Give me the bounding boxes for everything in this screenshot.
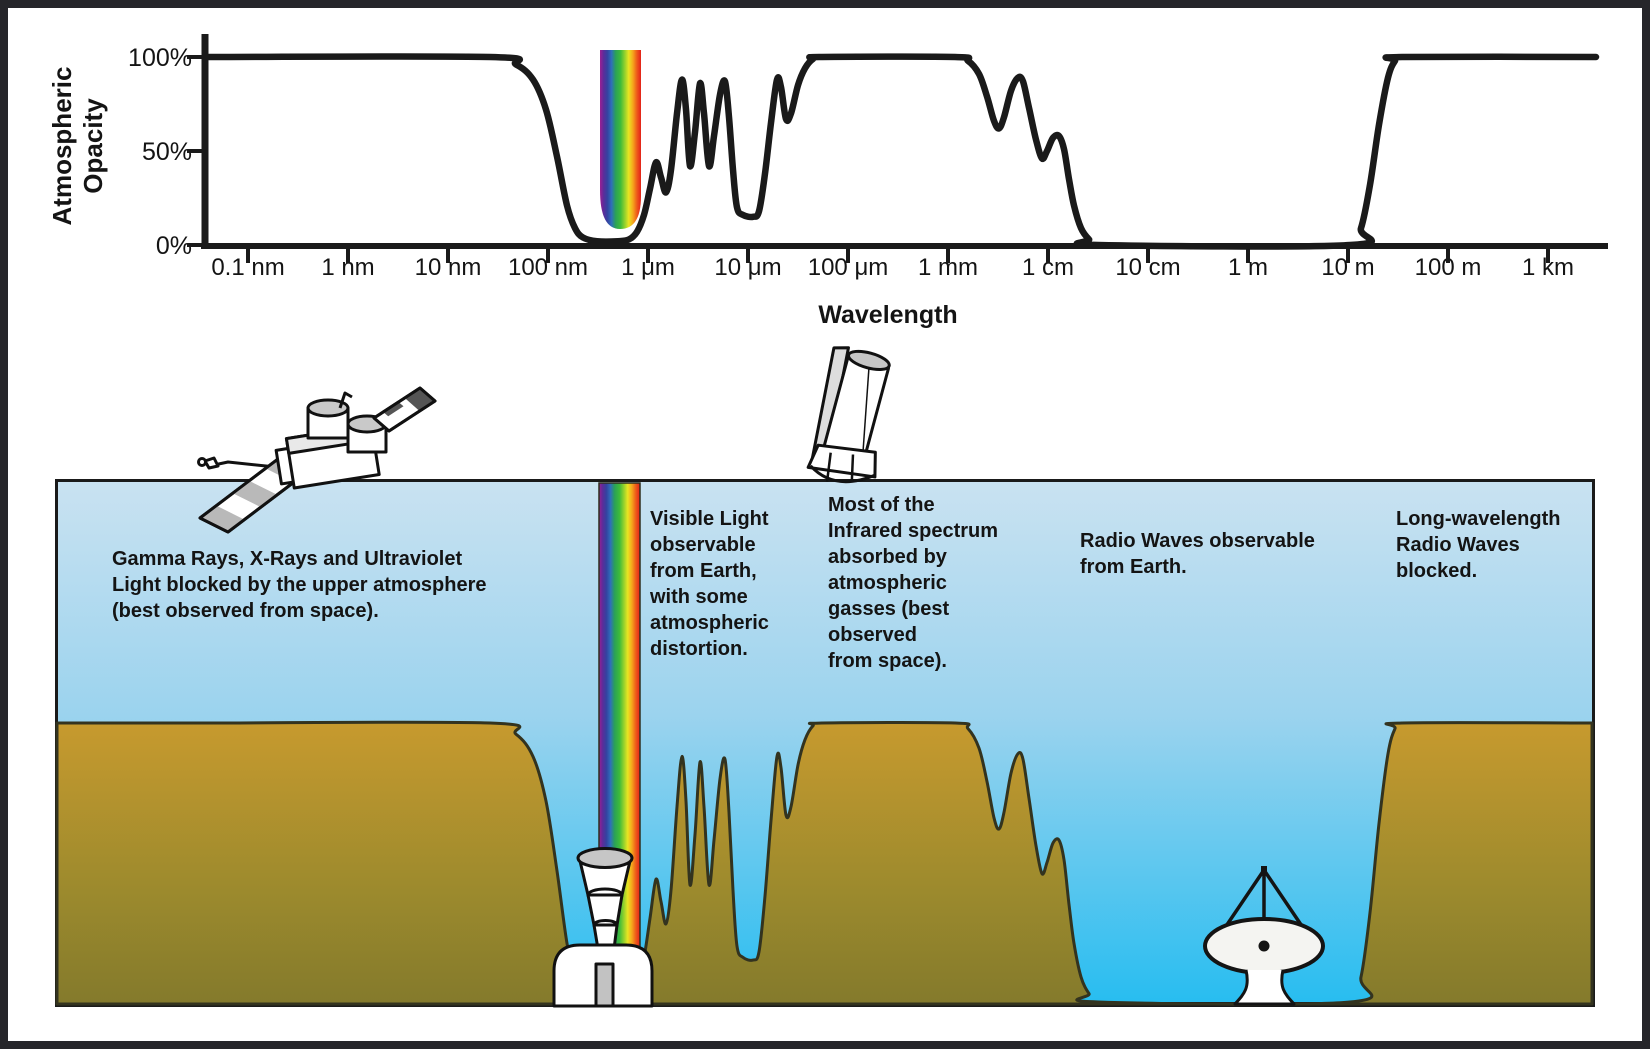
- annotation-gamma-xray-uv: Gamma Rays, X-Rays and Ultraviolet Light…: [112, 548, 487, 622]
- x-tick-label: 100 m: [1414, 254, 1482, 281]
- x-tick-label: 10 m: [1321, 254, 1375, 281]
- optical-telescope-icon: [552, 847, 654, 1008]
- x-tick-label: 1 m: [1227, 254, 1268, 281]
- y-axis-title-line2: Opacity: [78, 98, 108, 194]
- x-tick-label: 10 cm: [1115, 254, 1181, 281]
- x-tick-label: 10 nm: [414, 254, 482, 281]
- x-tick-label: 1 μm: [621, 254, 675, 281]
- x-tick-label: 1 cm: [1021, 254, 1074, 281]
- annotation-visible-light: Visible Light observable from Earth, wit…: [650, 508, 769, 660]
- x-tick-label: 10 μm: [714, 254, 782, 281]
- annotation-long-wavelength: Long-wavelength Radio Waves blocked.: [1396, 508, 1561, 582]
- axis-ticks: [187, 55, 1550, 263]
- y-tick-100: 100%: [128, 44, 192, 72]
- y-tick-0: 0%: [155, 232, 192, 260]
- annotation-radio-waves: Radio Waves observable from Earth.: [1080, 530, 1315, 578]
- x-tick-label: 1 nm: [321, 254, 375, 281]
- infrared-space-telescope-icon: [806, 346, 891, 484]
- radio-dish-icon: [1203, 866, 1325, 1006]
- x-tick-label: 100 μm: [807, 254, 889, 281]
- gamma-xray-satellite-icon: [197, 386, 437, 534]
- y-tick-50: 50%: [141, 138, 192, 166]
- annotation-infrared: Most of the Infrared spectrum absorbed b…: [828, 494, 999, 672]
- opacity-curve: [201, 53, 1600, 250]
- y-axis-title: Atmospheric Opacity: [47, 34, 113, 258]
- x-tick-label: 100 nm: [507, 254, 589, 281]
- y-axis-title-line1: Atmospheric: [47, 66, 77, 226]
- x-tick-label: 1 mm: [918, 254, 978, 281]
- visible-light-chart-band: [600, 50, 641, 229]
- x-axis-title: Wavelength: [818, 301, 958, 329]
- x-tick-label: 1 km: [1521, 254, 1574, 281]
- x-tick-label: 0.1 nm: [211, 254, 285, 281]
